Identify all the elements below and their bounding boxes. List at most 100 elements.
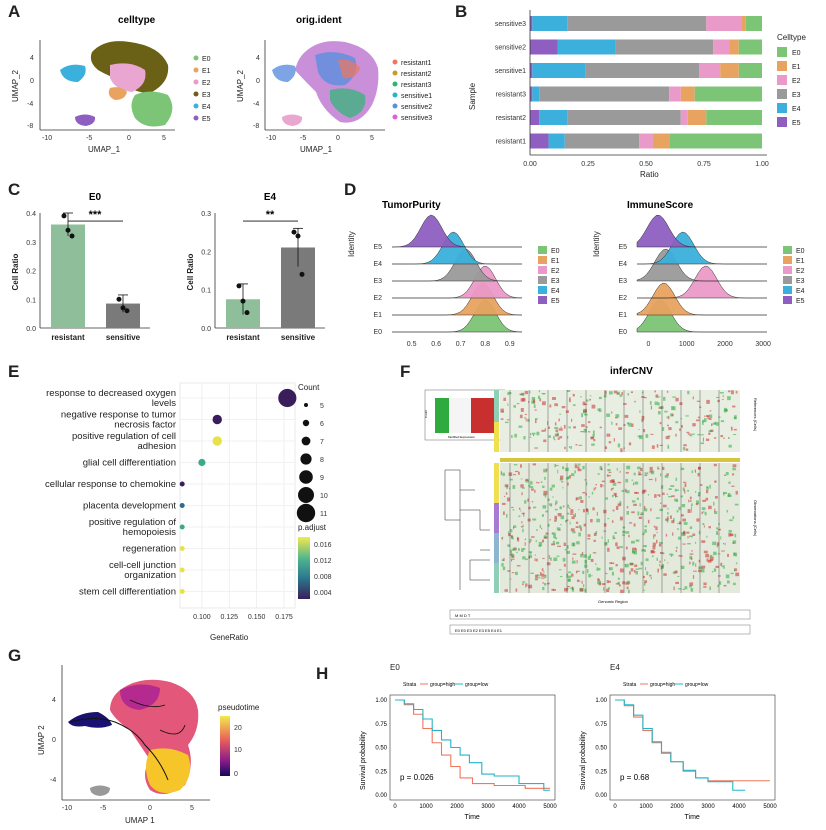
cnv-cell	[551, 484, 555, 488]
cnv-cell	[603, 394, 607, 398]
cnv-cell	[534, 578, 539, 581]
y-label: Identity	[592, 231, 601, 257]
legend-item: E4	[551, 288, 560, 295]
cnv-cell	[672, 554, 674, 556]
x-tick: 3000	[755, 341, 771, 348]
count-legend-item: 8	[320, 457, 324, 464]
cnv-cell	[732, 405, 736, 408]
x-label: GeneRatio	[210, 633, 249, 642]
cnv-cell	[658, 411, 661, 415]
cnv-cell	[644, 472, 649, 475]
cnv-cell	[606, 580, 609, 584]
cnv-cell	[685, 415, 689, 417]
cnv-cell	[558, 428, 563, 431]
cnv-cell	[659, 502, 662, 504]
cnv-cell	[652, 542, 656, 547]
cnv-cell	[561, 406, 566, 409]
cnv-cell	[512, 509, 515, 511]
cnv-cell	[667, 424, 669, 427]
cnv-cell	[574, 513, 576, 517]
cnv-cell	[687, 536, 689, 539]
data-point	[124, 308, 130, 314]
bar-segment-e3	[539, 86, 670, 102]
cnv-cell	[507, 391, 510, 396]
cnv-cell	[590, 558, 594, 563]
legend-item: E2	[202, 80, 211, 87]
y-tick: -4	[253, 101, 259, 108]
panel-c-barplots: E0 0.0 0.1 0.2 0.3 0.4 Cell Ratio resistant sens…	[11, 192, 325, 342]
cnv-cell	[674, 488, 677, 492]
cnv-cell	[536, 431, 540, 436]
panel-f-infercnv: inferCNV Count Modified Expression Refer…	[424, 366, 758, 635]
y-tick: 1.00	[595, 698, 607, 704]
padj-legend-item: 0.004	[314, 590, 332, 597]
legend-item: E5	[551, 298, 560, 305]
bar-segment-e0	[706, 110, 762, 125]
cnv-cell	[714, 480, 717, 483]
cnv-cell	[545, 510, 548, 513]
cnv-cell	[511, 553, 514, 558]
cnv-cell	[625, 471, 629, 474]
obs-label: Observations (Cells)	[753, 500, 758, 537]
legend-item: E1	[551, 258, 560, 265]
cnv-cell	[588, 496, 590, 498]
cnv-cell	[680, 495, 683, 498]
cnv-cell	[713, 501, 715, 506]
cnv-cell	[579, 496, 582, 500]
cnv-cell	[681, 565, 685, 570]
cnv-cell	[700, 442, 705, 445]
cnv-cell	[720, 420, 725, 423]
cnv-cell	[560, 426, 562, 429]
cnv-cell	[522, 524, 524, 528]
ridge-e4	[392, 231, 522, 265]
cnv-cell	[580, 396, 582, 398]
legend-swatch	[538, 246, 547, 254]
cnv-cell	[582, 465, 585, 470]
x-tick: 5000	[763, 804, 777, 810]
cnv-cell	[640, 467, 643, 472]
cnv-cell	[642, 575, 645, 579]
cnv-cell	[608, 580, 612, 583]
cnv-cell	[525, 583, 528, 587]
cnv-cell	[521, 492, 523, 496]
cnv-cell	[500, 408, 504, 413]
legend-item: sensitive2	[401, 104, 432, 111]
cnv-cell	[734, 552, 738, 557]
legend-item: E3	[202, 92, 211, 99]
cnv-cell	[535, 539, 537, 543]
cnv-cell	[510, 549, 512, 554]
cnv-cell	[611, 411, 613, 414]
cnv-cell	[734, 568, 737, 572]
term-label: positive regulation of cell	[72, 431, 176, 442]
cnv-cell	[690, 433, 695, 435]
legend-tick: 10	[234, 747, 242, 754]
cnv-cell	[714, 511, 718, 515]
padj-legend-item: 0.016	[314, 542, 332, 549]
cnv-cell	[638, 516, 643, 519]
cnv-cell	[640, 561, 643, 566]
cnv-cell	[509, 578, 512, 580]
x-tick: 0.8	[480, 341, 490, 348]
cnv-cell	[520, 408, 524, 412]
cnv-cell	[689, 500, 692, 502]
x-tick: -5	[100, 805, 106, 812]
legend-item: E4	[796, 288, 805, 295]
cnv-cell	[571, 586, 574, 588]
cnv-cell	[654, 401, 658, 406]
cnv-cell	[502, 566, 506, 571]
cnv-cell	[506, 419, 510, 421]
dot-term	[212, 414, 222, 425]
cnv-cell	[590, 436, 595, 439]
cnv-cell	[639, 503, 641, 507]
cnv-cell	[662, 492, 665, 495]
y-tick: 0.3	[201, 211, 211, 218]
y-tick: E5	[373, 244, 382, 251]
legend-swatch	[777, 117, 787, 127]
cnv-cell	[564, 587, 568, 592]
cnv-cell	[543, 571, 545, 573]
cnv-cell	[612, 482, 617, 486]
legend-item: E0	[202, 56, 211, 63]
data-point	[244, 310, 250, 316]
panel-label-c: C	[8, 180, 21, 199]
x-tick: 0.7	[456, 341, 466, 348]
